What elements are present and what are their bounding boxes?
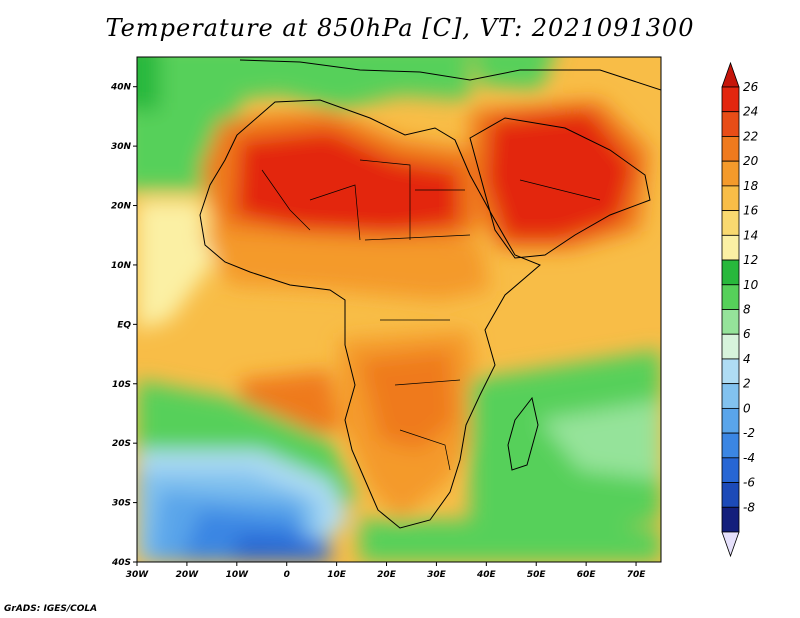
country-borders xyxy=(261,159,601,471)
lat-tick-label: 40N xyxy=(110,83,132,93)
colorbar-swatch xyxy=(721,482,740,508)
colorbar-swatch xyxy=(721,358,740,385)
lon-tick-label: 60E xyxy=(577,570,597,580)
colorbar-label: 4 xyxy=(743,352,751,366)
lat-tick-label: 40S xyxy=(111,558,131,568)
lon-tick-label: 30E xyxy=(427,570,447,580)
colorbar-label: 10 xyxy=(743,278,759,292)
colorbar-swatch xyxy=(721,86,740,113)
colorbar-label: 0 xyxy=(743,401,751,415)
colorbar-label: 20 xyxy=(743,154,759,168)
colorbar-label: -2 xyxy=(743,426,755,440)
chart-title: Temperature at 850hPa [C], VT: 202109130… xyxy=(105,14,695,42)
lon-tick-label: 10E xyxy=(327,570,347,580)
colorbar-label: 8 xyxy=(743,303,751,317)
colorbar-swatch xyxy=(721,234,740,261)
plot-frame xyxy=(136,56,662,563)
lon-tick-label: 0 xyxy=(284,570,290,580)
lat-tick-label: 30N xyxy=(111,142,132,152)
colorbar-swatch xyxy=(721,506,740,533)
colorbar-label: 26 xyxy=(743,80,759,94)
colorbar-swatch xyxy=(721,284,740,310)
lon-tick-label: 20W xyxy=(176,570,200,580)
colorbar-swatch xyxy=(721,210,740,236)
lon-tick-label: 10W xyxy=(226,570,250,580)
colorbar-label: 24 xyxy=(743,105,758,119)
lat-tick-label: 20S xyxy=(112,439,131,449)
colorbar-label: -6 xyxy=(743,476,755,490)
lon-tick-label: 40E xyxy=(476,570,497,580)
lon-tick-label: 20E xyxy=(377,570,397,580)
lat-tick-label: 10S xyxy=(112,380,131,390)
axis-ticks: 30W 20W 10W 0 10E 20E 30E 40E 50E 60E 70E 40N 30N 20N… xyxy=(110,83,646,580)
colorbar-swatch xyxy=(721,259,740,286)
colorbar-swatch xyxy=(721,407,740,434)
lat-tick-label: EQ xyxy=(117,320,131,330)
colorbar-label: 12 xyxy=(743,253,758,267)
colorbar-label: 14 xyxy=(743,228,758,242)
colorbar-swatch xyxy=(721,309,740,335)
colorbar-max-triangle xyxy=(721,61,740,88)
colorbar-swatch xyxy=(721,432,740,459)
colorbar-swatch xyxy=(721,160,740,187)
colorbar-swatch xyxy=(721,333,740,360)
colorbar-min-triangle xyxy=(721,531,740,558)
colorbar-swatch xyxy=(721,136,740,162)
colorbar-label: 22 xyxy=(743,129,758,143)
colorbar-label: 18 xyxy=(743,179,759,193)
coastlines xyxy=(199,59,661,529)
colorbar-label: -8 xyxy=(743,500,755,514)
temperature-field xyxy=(137,57,661,562)
colorbar-swatch xyxy=(721,111,740,137)
lon-tick-label: 30W xyxy=(126,570,150,580)
colorbar-label: 16 xyxy=(743,204,759,218)
colorbar-label: -4 xyxy=(743,451,755,465)
colorbar-swatch xyxy=(721,457,740,483)
colorbar-label: 2 xyxy=(743,377,751,391)
colorbar-label: 6 xyxy=(743,327,751,341)
lat-tick-label: 30S xyxy=(112,499,131,509)
grads-credit: GrADS: IGES/COLA xyxy=(4,604,98,614)
lon-tick-label: 50E xyxy=(527,570,547,580)
colorbar-swatch xyxy=(721,185,740,212)
colorbar-swatch xyxy=(721,383,740,409)
lat-tick-label: 20N xyxy=(111,202,132,212)
lat-tick-label: 10N xyxy=(111,261,132,271)
lon-tick-label: 70E xyxy=(627,570,647,580)
